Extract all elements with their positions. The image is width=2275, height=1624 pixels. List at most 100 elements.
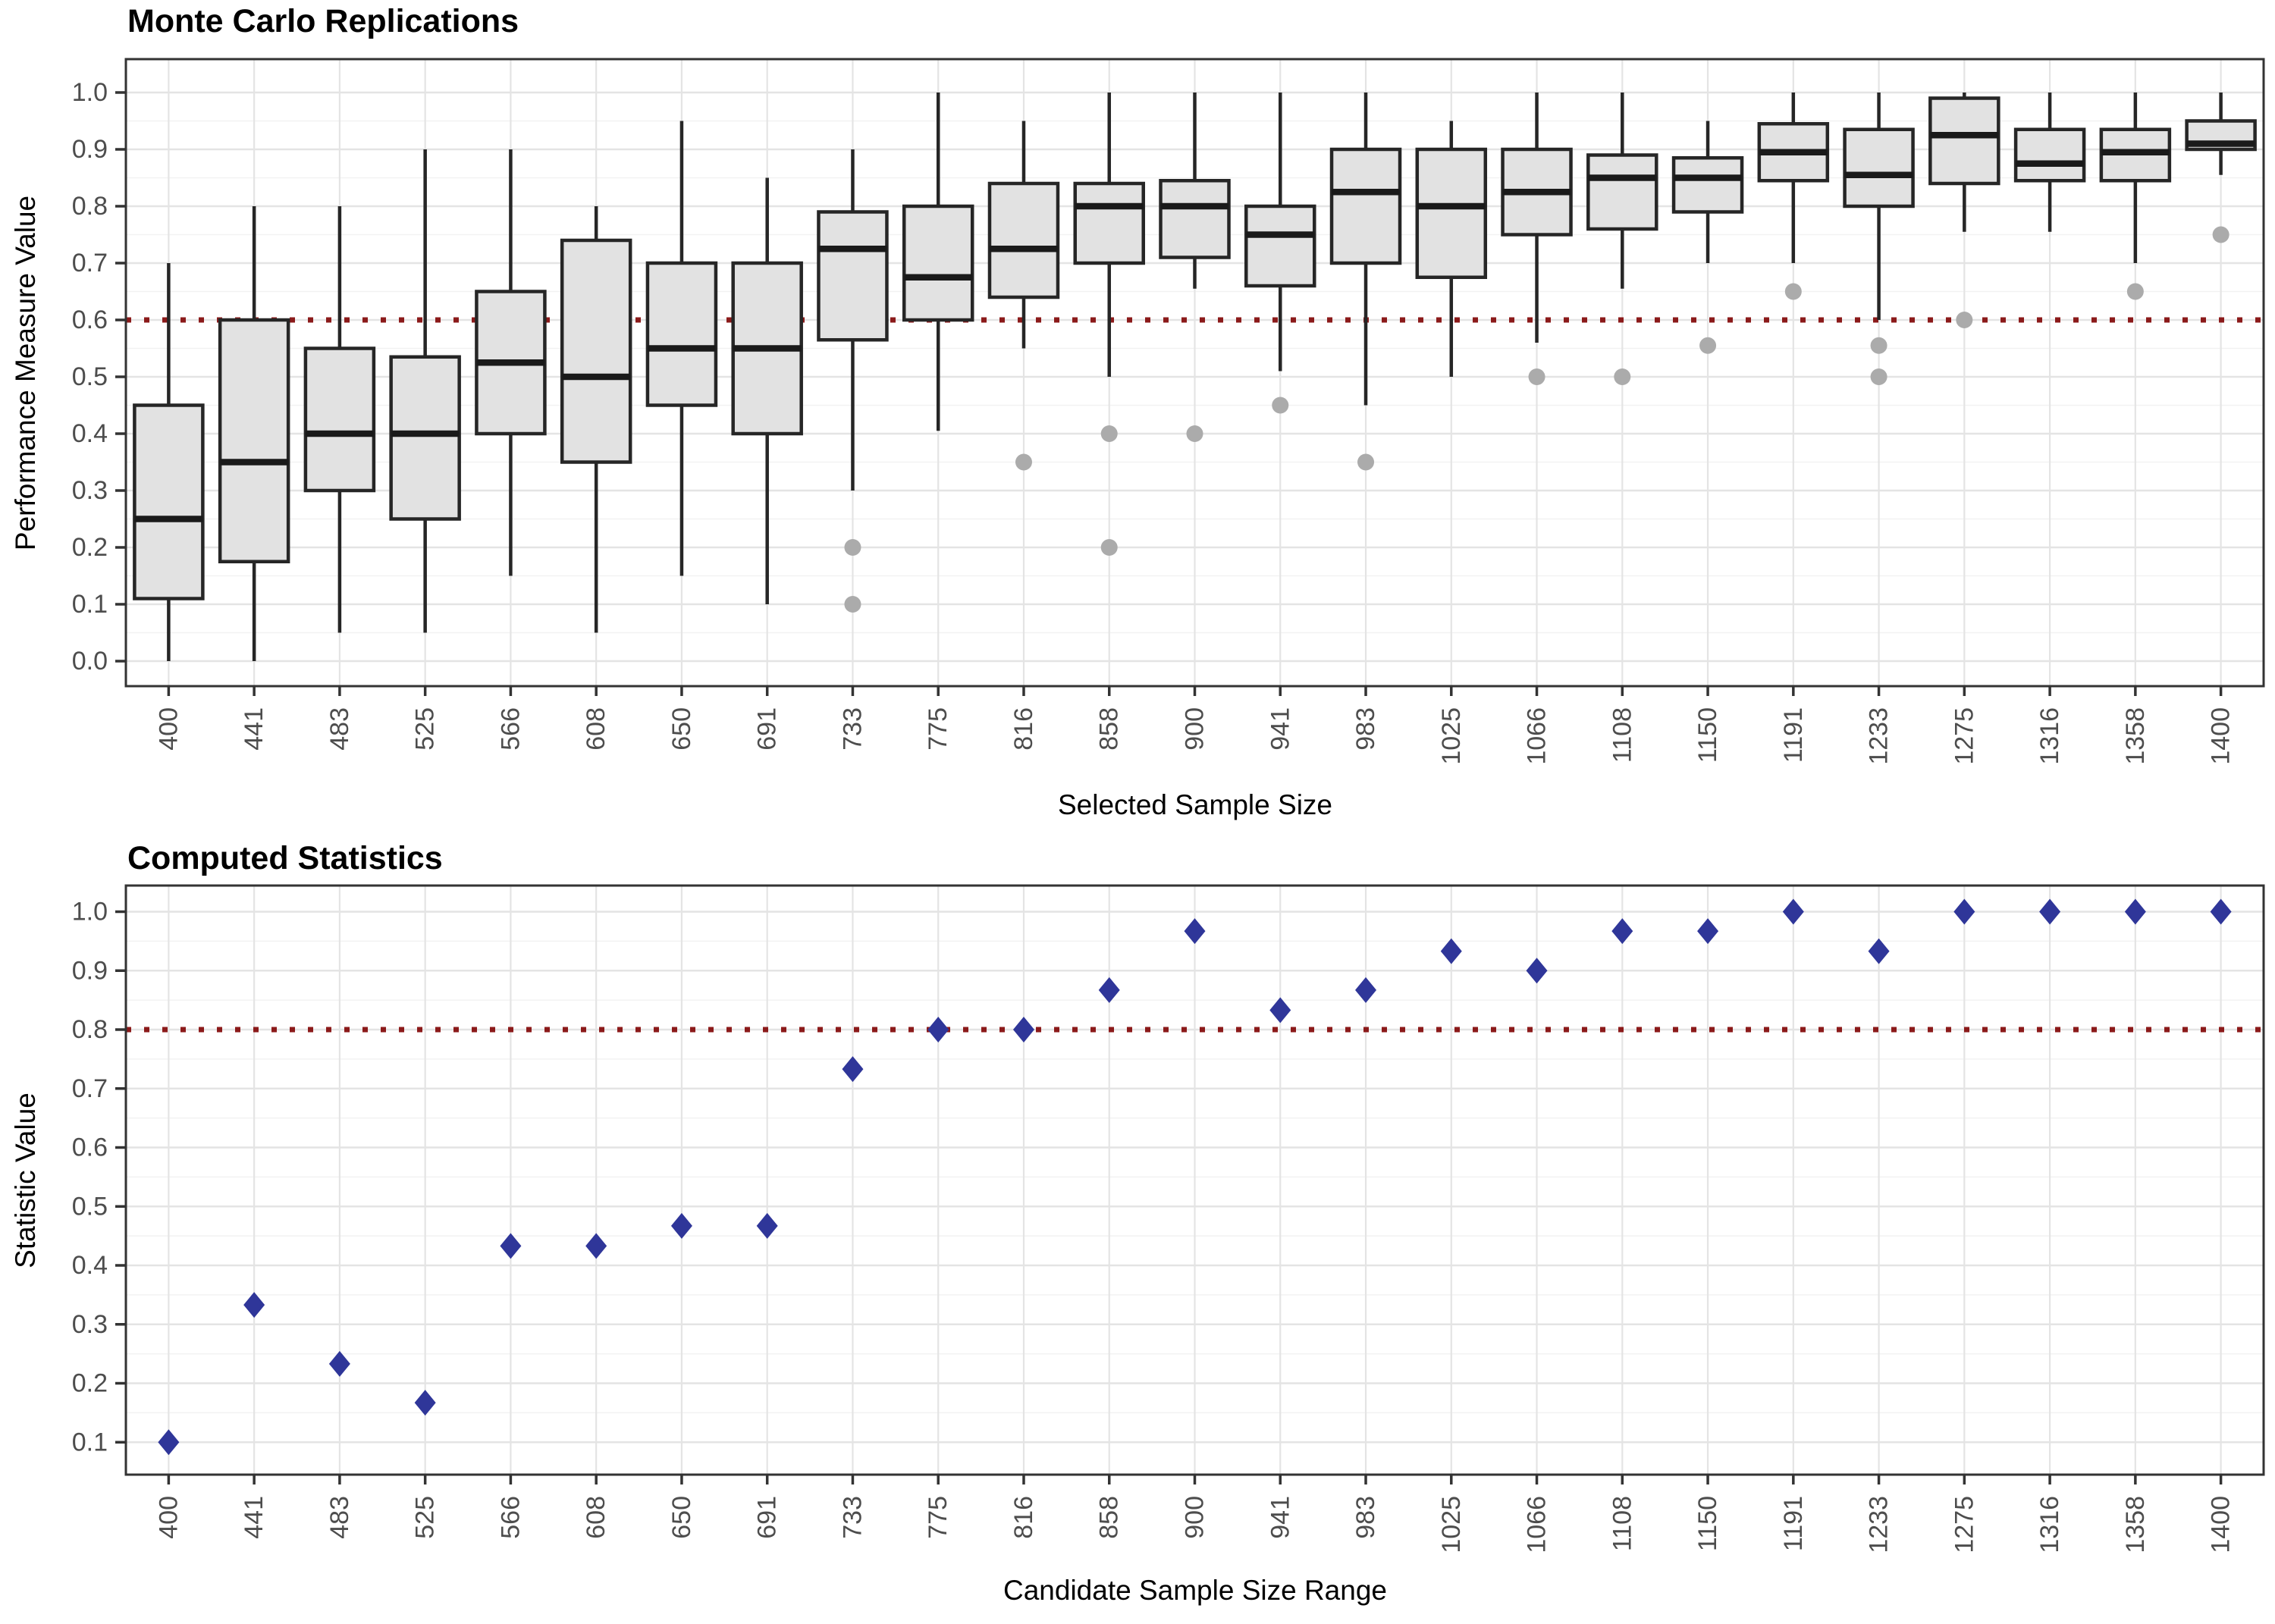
box-iqr bbox=[1928, 96, 2000, 186]
box-iqr bbox=[902, 204, 974, 322]
x-tick-label: 608 bbox=[582, 1496, 610, 1539]
y-tick-label: 0.0 bbox=[72, 647, 108, 676]
bottom-chart: 0.1 0.2 0.3 0.4 0.5 0.6 0.7 0.8 0.9 1.0 400 441 483 5… bbox=[72, 884, 2265, 1553]
x-tick-label: 900 bbox=[1181, 1496, 1210, 1539]
diamond-point bbox=[1184, 918, 1206, 945]
x-tick-label: 1233 bbox=[1865, 1496, 1894, 1553]
y-tick-label: 0.2 bbox=[72, 1369, 108, 1398]
boxplot-650 bbox=[645, 121, 718, 576]
boxplot-441 bbox=[218, 206, 290, 661]
x-tick-label: 566 bbox=[496, 707, 525, 751]
box-iqr bbox=[987, 181, 1060, 299]
y-tick-label: 0.6 bbox=[72, 306, 108, 334]
y-tick-label: 0.3 bbox=[72, 1310, 108, 1339]
diamond-point bbox=[1355, 977, 1377, 1003]
x-tick-label: 733 bbox=[838, 1496, 867, 1539]
outlier-point bbox=[1100, 425, 1118, 442]
box-iqr bbox=[1843, 127, 1915, 208]
x-tick-label: 941 bbox=[1266, 707, 1294, 751]
y-tick-label: 0.1 bbox=[72, 1428, 108, 1456]
x-tick-label: 650 bbox=[667, 707, 696, 751]
x-tick-label: 1400 bbox=[2207, 707, 2236, 765]
outlier-point bbox=[1186, 425, 1203, 442]
y-tick-label: 0.4 bbox=[72, 419, 108, 448]
x-tick-label: 691 bbox=[753, 707, 782, 751]
y-tick-label: 0.2 bbox=[72, 533, 108, 562]
boxplot-941 bbox=[1244, 92, 1316, 414]
box-iqr bbox=[2013, 127, 2086, 183]
boxplot-1108 bbox=[1586, 92, 1658, 385]
x-tick-label: 1066 bbox=[1523, 1496, 1552, 1553]
y-tick-label: 0.5 bbox=[72, 362, 108, 391]
x-tick-label: 983 bbox=[1351, 707, 1380, 751]
outlier-point bbox=[1614, 368, 1631, 385]
x-tick-label: 1191 bbox=[1779, 707, 1808, 763]
x-tick-label: 1316 bbox=[2035, 707, 2064, 765]
box-iqr bbox=[1586, 153, 1658, 231]
x-tick-label: 483 bbox=[325, 1496, 354, 1539]
diamond-point bbox=[842, 1056, 864, 1083]
diamond-point bbox=[1697, 918, 1719, 945]
diamond-point bbox=[1526, 958, 1548, 984]
bottom-x-axis-title: Candidate Sample Size Range bbox=[1003, 1575, 1387, 1606]
diamond-point bbox=[1868, 938, 1890, 964]
boxplot-400 bbox=[133, 263, 205, 661]
outlier-point bbox=[1784, 283, 1802, 300]
x-tick-label: 775 bbox=[924, 1496, 952, 1539]
outlier-point bbox=[1100, 539, 1118, 556]
y-tick-label: 0.6 bbox=[72, 1133, 108, 1162]
x-tick-label: 650 bbox=[667, 1496, 696, 1539]
x-tick-label: 1316 bbox=[2035, 1496, 2064, 1553]
box-iqr bbox=[389, 355, 461, 521]
box-iqr bbox=[1073, 181, 1145, 265]
diamond-point bbox=[328, 1350, 350, 1377]
y-tick-label: 0.1 bbox=[72, 590, 108, 619]
x-tick-label: 566 bbox=[496, 1496, 525, 1539]
x-tick-label: 1108 bbox=[1608, 707, 1636, 763]
outlier-point bbox=[1272, 397, 1289, 414]
diamond-point bbox=[158, 1429, 180, 1456]
x-tick-label: 1358 bbox=[2121, 1496, 2150, 1553]
y-tick-label: 0.8 bbox=[72, 1015, 108, 1044]
boxplot-1400 bbox=[2185, 92, 2257, 243]
x-tick-label: 525 bbox=[411, 1496, 440, 1539]
box-iqr bbox=[218, 318, 290, 563]
diamond-point bbox=[414, 1390, 436, 1416]
y-tick-label: 0.7 bbox=[72, 1074, 108, 1103]
x-tick-label: 1025 bbox=[1437, 1496, 1466, 1553]
x-tick-label: 1275 bbox=[1950, 1496, 1978, 1553]
boxplot-1358 bbox=[2099, 92, 2172, 300]
x-tick-label: 1150 bbox=[1693, 1496, 1722, 1551]
x-tick-label: 691 bbox=[753, 1496, 782, 1539]
diamond-point bbox=[756, 1212, 778, 1239]
x-tick-label: 1066 bbox=[1523, 707, 1552, 765]
outlier-point bbox=[2212, 226, 2230, 243]
outlier-point bbox=[2126, 283, 2144, 300]
x-tick-label: 1108 bbox=[1608, 1496, 1636, 1551]
y-tick-label: 1.0 bbox=[72, 78, 108, 107]
outlier-point bbox=[1870, 368, 1887, 385]
diamond-point bbox=[585, 1233, 607, 1259]
boxplot-1191 bbox=[1757, 92, 1830, 300]
top-chart: 0.0 0.1 0.2 0.3 0.4 0.5 0.6 0.7 0.8 0.9 1.0 400 441 4… bbox=[72, 58, 2265, 765]
y-tick-label: 0.9 bbox=[72, 956, 108, 985]
box-iqr bbox=[1244, 204, 1316, 288]
y-tick-label: 0.8 bbox=[72, 192, 108, 221]
y-tick-label: 0.3 bbox=[72, 476, 108, 505]
top-x-axis-title: Selected Sample Size bbox=[1058, 789, 1332, 820]
outlier-point bbox=[1870, 337, 1887, 354]
diamond-point bbox=[1611, 918, 1633, 945]
bottom-chart-title: Computed Statistics bbox=[127, 840, 443, 876]
outlier-point bbox=[1956, 312, 1973, 328]
diamond-point bbox=[1098, 977, 1120, 1003]
diamond-point bbox=[1953, 898, 1975, 925]
box-iqr bbox=[1415, 147, 1488, 279]
box-iqr bbox=[133, 403, 205, 600]
x-tick-label: 858 bbox=[1095, 1496, 1124, 1539]
box-iqr bbox=[1671, 156, 1744, 214]
top-y-axis-title: Performance Measure Value bbox=[10, 195, 41, 551]
box-iqr bbox=[645, 261, 718, 407]
x-tick-label: 1275 bbox=[1950, 707, 1978, 765]
x-tick-label: 816 bbox=[1009, 1496, 1038, 1539]
